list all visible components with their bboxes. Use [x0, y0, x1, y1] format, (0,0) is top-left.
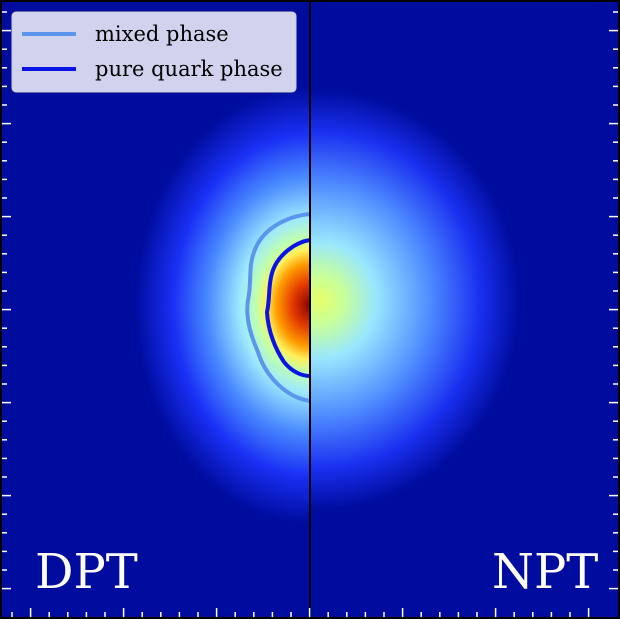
legend-pure-quark-phase-label: pure quark phase — [95, 57, 283, 81]
axis-ticks — [2, 11, 618, 617]
dpt-label: DPT — [35, 544, 138, 600]
legend: mixed phase pure quark phase — [11, 11, 297, 93]
dpt-panel: DPT — [2, 2, 310, 617]
legend-box — [11, 11, 297, 93]
npt-label: NPT — [492, 544, 598, 600]
legend-mixed-phase-label: mixed phase — [95, 22, 229, 46]
npt-panel: NPT — [310, 2, 618, 617]
pure-quark-phase-contour — [264, 238, 310, 378]
npt-heatmap — [310, 2, 618, 617]
dpt-heatmap — [2, 2, 310, 617]
mixed-phase-contour — [245, 212, 310, 403]
